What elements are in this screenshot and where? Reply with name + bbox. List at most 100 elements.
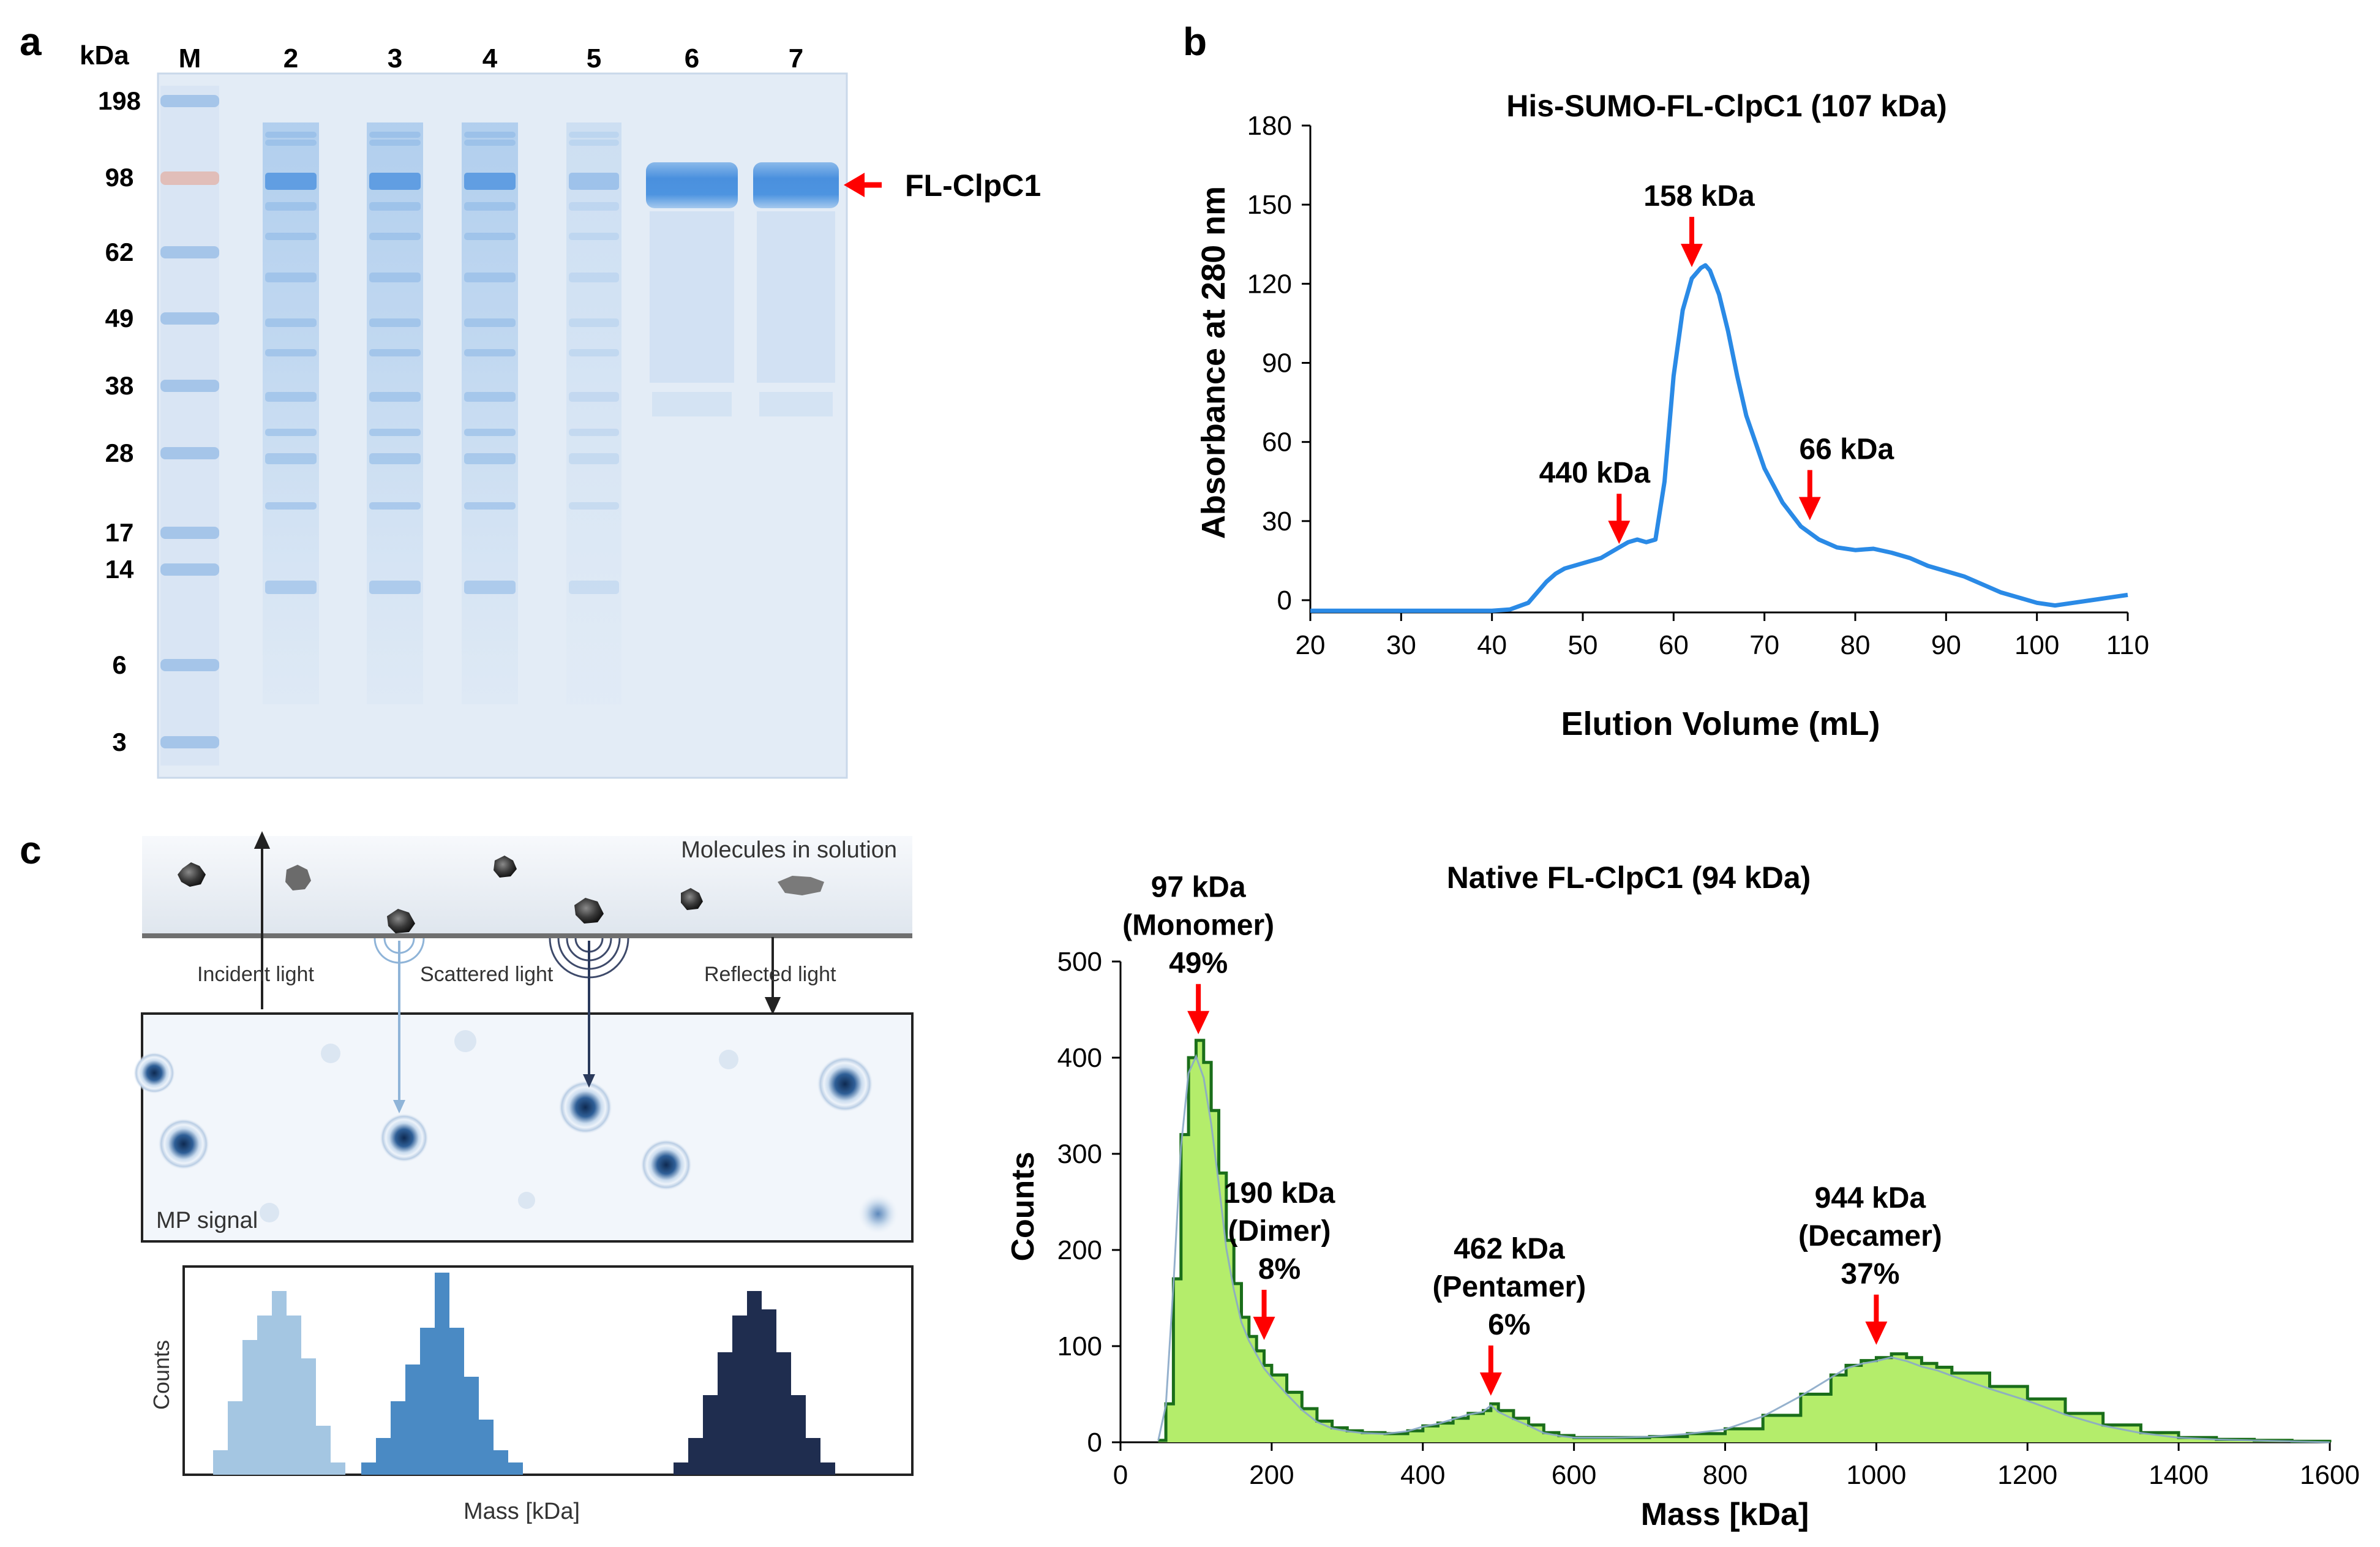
sample-band: [369, 318, 421, 327]
mp-annotation-line: 190 kDa: [1224, 1177, 1335, 1210]
faint-band: [652, 392, 732, 416]
schematic-hist-bar: [242, 1340, 257, 1475]
sec-annotation-label: 158 kDa: [1643, 180, 1755, 213]
marker-label: 38: [105, 371, 134, 400]
panel-label-c: c: [20, 828, 42, 872]
mp-arrow: [1253, 1290, 1275, 1340]
marker-band: [160, 563, 219, 576]
sample-band: [569, 140, 619, 146]
sample-band: [569, 202, 619, 211]
sec-axes: 20 30 40 50 60 70 80 90 100 110 0 30 60 90 120 150 180: [1247, 111, 2150, 660]
sec-y-tick-label: 0: [1277, 585, 1292, 615]
sample-band: [369, 202, 421, 211]
schematic-hist-bar: [508, 1462, 523, 1475]
sample-band: [464, 392, 516, 402]
marker-band: [160, 95, 219, 107]
mp-x-tick-label: 800: [1703, 1460, 1747, 1490]
panel-label-a: a: [20, 20, 42, 64]
sec-arrow: [1681, 217, 1703, 268]
sample-band: [369, 581, 421, 594]
marker-band: [160, 527, 219, 539]
marker-label: 62: [105, 238, 134, 266]
sample-band: [265, 132, 317, 138]
marker-label: 198: [98, 86, 141, 115]
sample-band: [464, 173, 516, 190]
mp-y-tick-label: 200: [1057, 1235, 1102, 1265]
sample-band: [569, 581, 619, 594]
sec-arrow: [1798, 470, 1821, 521]
schematic-hist-bar: [435, 1273, 449, 1475]
sample-band: [265, 453, 317, 464]
mp-arrow: [1865, 1294, 1888, 1345]
sec-x-tick-label: 110: [2106, 630, 2149, 660]
mp-x-axis-label: Mass [kDa]: [1641, 1497, 1809, 1532]
schematic-hist-bar: [420, 1328, 435, 1475]
mass-photometry-chart: Native FL-ClpC1 (94 kDa) Counts Mass [kD…: [1005, 860, 2360, 1532]
schematic-histograms: [213, 1273, 835, 1475]
schematic-hist-bar: [316, 1426, 331, 1475]
marker-band: [160, 380, 219, 392]
marker-band: [160, 659, 219, 671]
mp-schematic: Molecules in solution: [133, 831, 914, 1524]
panel-c: c Molecules in solution: [20, 828, 914, 1524]
sec-x-axis-label: Elution Volume (mL): [1561, 706, 1880, 742]
gel-lane-labels: M 2 3 4 5 6 7: [179, 43, 804, 73]
sample-band: [265, 318, 317, 327]
mp-x-tick-label: 0: [1113, 1460, 1128, 1490]
marker-label: 98: [105, 163, 134, 192]
sec-x-tick-label: 100: [2014, 630, 2059, 660]
mp-y-tick-label: 0: [1087, 1428, 1102, 1458]
mp-annotation-line: 8%: [1258, 1253, 1301, 1285]
sec-y-tick-label: 30: [1262, 506, 1292, 536]
band-label: FL-ClpC1: [905, 168, 1041, 203]
mp-arrow: [1187, 984, 1210, 1034]
schematic-hist-bar: [376, 1438, 391, 1475]
sec-y-tick-label: 150: [1247, 190, 1292, 220]
sample-band: [265, 273, 317, 282]
mp-x-tick-label: 600: [1552, 1460, 1596, 1490]
schematic-hist-bar: [391, 1401, 405, 1475]
sec-y-tick-label: 180: [1247, 111, 1292, 141]
sec-arrow: [1608, 494, 1631, 544]
marker-band: [160, 171, 219, 185]
schematic-hist-bar: [361, 1462, 376, 1475]
incident-light-label: Incident light: [197, 963, 314, 986]
marker-band: [160, 246, 219, 258]
lane-label: 7: [789, 43, 803, 73]
sec-annotation-label: 440 kDa: [1539, 457, 1651, 489]
sample-band: [464, 502, 516, 510]
mp-annotation-line: 37%: [1841, 1258, 1899, 1290]
sec-chart-title: His-SUMO-FL-ClpC1 (107 kDa): [1506, 89, 1947, 123]
sec-x-tick-label: 20: [1296, 630, 1326, 660]
sample-band: [569, 132, 619, 138]
sample-band: [369, 392, 421, 402]
sample-band: [464, 273, 516, 282]
lane-label: 6: [685, 43, 699, 73]
sample-band: [464, 453, 516, 464]
mp-annotation-line: 944 kDa: [1815, 1182, 1926, 1214]
sample-band: [265, 502, 317, 510]
mp-annotation-line: 6%: [1488, 1309, 1530, 1341]
sample-band: [265, 429, 317, 436]
panel-b-sec-chart: b His-SUMO-FL-ClpC1 (107 kDa) Absorbance…: [1183, 20, 2149, 742]
schematic-hist-bar: [762, 1309, 776, 1475]
molecule-blobs: [178, 856, 824, 933]
marker-label: 6: [112, 650, 126, 679]
band-arrow: [844, 173, 882, 197]
sec-elution-line: [1310, 263, 2128, 613]
sample-band: [464, 233, 516, 240]
sample-band: [464, 429, 516, 436]
purified-lane-smear: [650, 211, 734, 383]
sec-x-tick-label: 50: [1568, 630, 1598, 660]
sec-y-tick-label: 90: [1262, 348, 1292, 378]
sec-y-tick-label: 120: [1247, 269, 1292, 299]
sec-x-tick-label: 40: [1477, 630, 1507, 660]
schematic-hist-bar: [464, 1377, 479, 1475]
gel-marker-labels: 198 98 62 49 38 28 17 14 6 3: [98, 86, 141, 756]
sample-band: [569, 318, 619, 327]
mp-x-tick-label: 1200: [1997, 1460, 2057, 1490]
mp-annotation-line: (Decamer): [1798, 1220, 1942, 1252]
schematic-hist-bar: [301, 1358, 316, 1475]
sample-band: [569, 429, 619, 436]
marker-label: 28: [105, 439, 134, 467]
